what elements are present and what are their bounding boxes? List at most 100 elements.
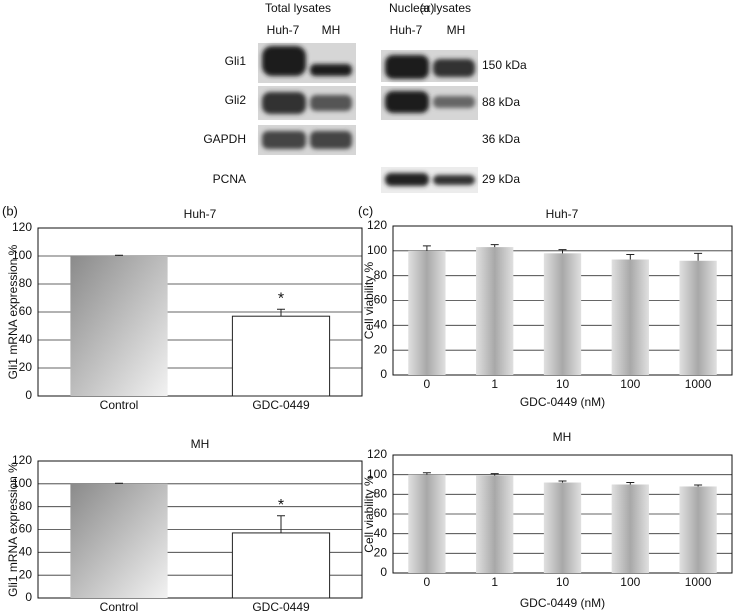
band [385, 173, 429, 186]
bar [231, 532, 331, 599]
y-tick-label: 40 [19, 545, 33, 559]
significance-label: * [278, 290, 284, 307]
y-tick-label: 60 [374, 293, 388, 307]
bar [70, 256, 168, 396]
error-bar [626, 482, 635, 485]
x-tick-label: 10 [556, 377, 570, 391]
y-tick-label: 100 [367, 467, 387, 481]
band [310, 131, 352, 149]
y-tick-label: 20 [19, 567, 33, 581]
bar [70, 483, 168, 598]
row-label: Gli1 [225, 54, 247, 68]
band [262, 92, 306, 114]
y-tick-label: 0 [380, 367, 387, 381]
panel-label: (c) [358, 203, 373, 218]
error-bar [694, 252, 703, 261]
error-bar [558, 249, 567, 254]
y-axis-label: Gli1 mRNA expression % [6, 244, 20, 379]
y-tick-label: 120 [12, 453, 32, 467]
y-tick-label: 0 [380, 565, 387, 579]
row-label: PCNA [213, 172, 246, 186]
bar [231, 315, 331, 397]
error-bar [626, 254, 635, 260]
x-tick-label: 100 [620, 575, 640, 589]
error-bar [490, 244, 499, 248]
kda-label: 88 kDa [482, 95, 520, 109]
bar [679, 260, 717, 375]
group-label: Nuclear lysates [389, 1, 471, 15]
group-label: Total lysates [265, 1, 331, 15]
y-tick-label: 80 [374, 487, 388, 501]
y-axis-label: Gli1 mRNA expression % [6, 462, 20, 597]
y-tick-label: 40 [374, 318, 388, 332]
blot-panel: (a) Total lysates Nuclear lysates Huh-7 … [203, 1, 527, 193]
bar [611, 484, 649, 573]
y-tick-label: 20 [19, 360, 33, 374]
lane-label: MH [447, 23, 466, 37]
x-tick-label: GDC-0449 [252, 600, 310, 613]
x-tick-label: 0 [424, 575, 431, 589]
chart-title: MH [191, 437, 210, 451]
row-label: GAPDH [203, 132, 246, 146]
y-tick-label: 80 [374, 268, 388, 282]
bar [408, 474, 446, 573]
x-tick-label: Control [100, 600, 139, 613]
bar [543, 482, 582, 573]
bar [543, 253, 582, 375]
y-tick-label: 40 [374, 526, 388, 540]
y-tick-label: 120 [367, 447, 387, 461]
error-bar [558, 480, 567, 483]
band [433, 96, 475, 108]
y-tick-label: 100 [12, 248, 32, 262]
chart-title: MH [553, 430, 572, 444]
y-tick-label: 80 [19, 276, 33, 290]
bar [611, 259, 649, 375]
y-axis-label: Cell viability % [362, 261, 376, 339]
row-label: Gli2 [225, 93, 247, 107]
band [262, 131, 306, 149]
x-tick-label: 1000 [685, 377, 712, 391]
x-axis-label: GDC-0449 (nM) [520, 395, 605, 409]
kda-label: 36 kDa [482, 132, 520, 146]
x-tick-label: Control [100, 398, 139, 412]
y-tick-label: 0 [25, 388, 32, 402]
significance-label: * [278, 497, 284, 514]
band [385, 91, 429, 113]
error-bar [422, 245, 431, 251]
y-tick-label: 80 [19, 499, 33, 513]
y-tick-label: 60 [19, 522, 33, 536]
error-bar [277, 308, 285, 317]
x-tick-label: 1 [491, 575, 498, 589]
bar [476, 247, 514, 375]
error-bar [694, 484, 703, 487]
chart-title: Huh-7 [546, 207, 579, 221]
lane-label: Huh-7 [390, 23, 423, 37]
y-tick-label: 100 [367, 243, 387, 257]
y-tick-label: 120 [12, 220, 32, 234]
bar [679, 486, 717, 573]
error-bar [277, 515, 285, 533]
y-tick-label: 100 [12, 476, 32, 490]
band [433, 59, 475, 77]
y-tick-label: 60 [19, 304, 33, 318]
y-tick-label: 20 [374, 546, 388, 560]
bar [408, 250, 446, 375]
y-tick-label: 0 [25, 590, 32, 604]
error-bar [490, 473, 499, 476]
band [385, 55, 429, 79]
bar [476, 475, 514, 573]
kda-label: 150 kDa [482, 58, 527, 72]
band [262, 46, 306, 76]
kda-label: 29 kDa [482, 172, 520, 186]
error-bar [115, 254, 123, 256]
lane-label: MH [322, 23, 341, 37]
x-tick-label: GDC-0449 [252, 398, 310, 412]
plot-frame [37, 460, 363, 599]
x-tick-label: 0 [424, 377, 431, 391]
band [310, 64, 352, 76]
y-axis-label: Cell viability % [362, 475, 376, 553]
chart-title: Huh-7 [184, 207, 217, 221]
y-tick-label: 120 [367, 218, 387, 232]
x-axis-label: GDC-0449 (nM) [520, 596, 605, 610]
